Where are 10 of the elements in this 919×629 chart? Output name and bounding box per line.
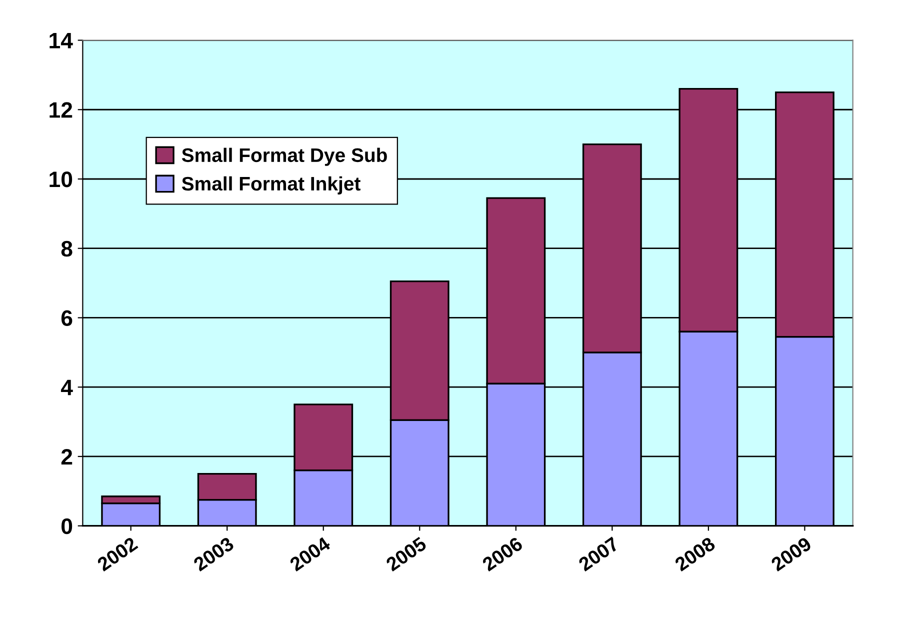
y-tick-label: 8 [61, 240, 72, 257]
y-tick-label: 0 [62, 518, 72, 534]
legend-label: Small Format Dye Sub [182, 148, 387, 166]
y-tick-label: 2 [61, 449, 72, 465]
y-tick-label: 10 [50, 172, 72, 188]
y-tick-label: 6 [61, 310, 72, 326]
y-tick-label: 14 [50, 33, 73, 48]
y-tick-label: 4 [60, 380, 73, 396]
y-tick-label: 12 [50, 102, 72, 118]
legend-label: Small Format Inkjet [182, 176, 360, 194]
